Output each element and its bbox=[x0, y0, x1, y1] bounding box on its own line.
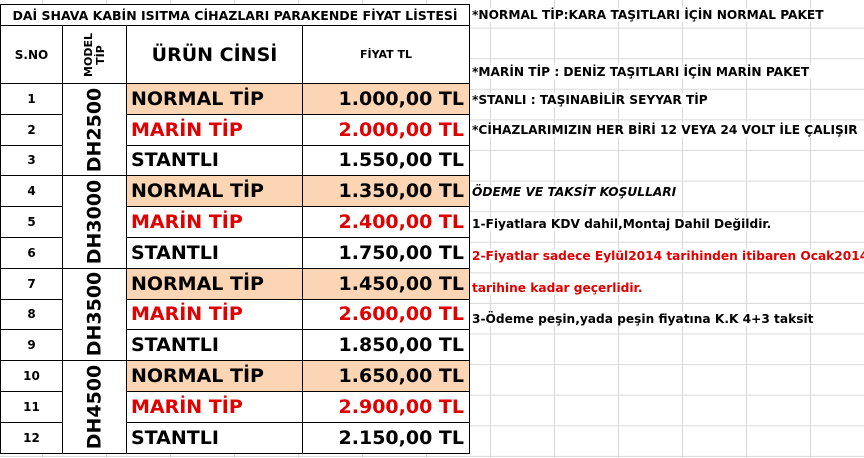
note-line[interactable]: *STANLI : TAŞINABİLİR SEYYAR TİP bbox=[470, 93, 710, 107]
row-price[interactable]: 1.650,00 TL bbox=[302, 360, 470, 392]
model-cell[interactable]: DH2500 bbox=[62, 83, 127, 177]
model-label: DH3500 bbox=[83, 272, 106, 357]
row-sno[interactable]: 1 bbox=[0, 83, 63, 115]
row-product[interactable]: STANTLI bbox=[126, 421, 303, 454]
note-line[interactable]: ÖDEME VE TAKSİT KOŞULLARI bbox=[470, 185, 679, 199]
row-sno[interactable]: 2 bbox=[0, 113, 63, 146]
row-sno[interactable]: 5 bbox=[0, 206, 63, 238]
row-product[interactable]: NORMAL TİP bbox=[126, 360, 303, 392]
row-price[interactable]: 2.150,00 TL bbox=[302, 421, 470, 454]
model-label: DH2500 bbox=[83, 87, 106, 172]
header-model-line2: TİP bbox=[93, 44, 107, 65]
row-product[interactable]: STANTLI bbox=[126, 329, 303, 362]
row-product[interactable]: MARİN TİP bbox=[126, 206, 303, 238]
row-price[interactable]: 1.550,00 TL bbox=[302, 144, 470, 177]
sheet-title[interactable]: DAİ SHAVA KABİN ISITMA CİHAZLARI PARAKEN… bbox=[0, 4, 470, 26]
row-sno[interactable]: 8 bbox=[0, 298, 63, 331]
row-product[interactable]: NORMAL TİP bbox=[126, 83, 303, 115]
row-price[interactable]: 2.000,00 TL bbox=[302, 113, 470, 146]
note-line[interactable]: 3-Ödeme peşin,yada peşin fiyatına K.K 4+… bbox=[470, 312, 816, 326]
note-line[interactable]: 1-Fiyatlara KDV dahil,Montaj Dahil Değil… bbox=[470, 217, 774, 231]
row-price[interactable]: 2.900,00 TL bbox=[302, 391, 470, 423]
note-line[interactable]: *NORMAL TİP:KARA TAŞITLARI İÇİN NORMAL P… bbox=[470, 8, 826, 22]
header-product[interactable]: ÜRÜN CİNSİ bbox=[126, 25, 303, 84]
note-line[interactable]: 2-Fiyatlar sadece Eylül2014 tarihinden i… bbox=[470, 249, 864, 263]
row-sno[interactable]: 9 bbox=[0, 329, 63, 362]
row-product[interactable]: STANTLI bbox=[126, 144, 303, 177]
header-model-text: MODEL TİP bbox=[81, 32, 107, 77]
header-sno[interactable]: S.NO bbox=[0, 25, 63, 84]
model-label: DH4500 bbox=[83, 364, 106, 450]
row-product[interactable]: NORMAL TİP bbox=[126, 175, 303, 208]
model-cell[interactable]: DH3000 bbox=[62, 175, 127, 269]
header-model-line1: MODEL bbox=[81, 32, 95, 77]
row-sno[interactable]: 4 bbox=[0, 175, 63, 208]
header-price[interactable]: FİYAT TL bbox=[302, 25, 470, 84]
row-price[interactable]: 1.350,00 TL bbox=[302, 175, 470, 208]
row-sno[interactable]: 12 bbox=[0, 421, 63, 454]
model-label: DH3000 bbox=[83, 179, 106, 265]
row-product[interactable]: MARİN TİP bbox=[126, 391, 303, 423]
row-product[interactable]: STANTLI bbox=[126, 237, 303, 269]
note-line[interactable]: *MARİN TİP : DENİZ TAŞITLARI İÇİN MARİN … bbox=[470, 65, 812, 79]
row-price[interactable]: 1.000,00 TL bbox=[302, 83, 470, 115]
row-price[interactable]: 2.600,00 TL bbox=[302, 298, 470, 331]
model-cell[interactable]: DH4500 bbox=[62, 360, 127, 454]
row-sno[interactable]: 6 bbox=[0, 237, 63, 269]
row-sno[interactable]: 3 bbox=[0, 144, 63, 177]
note-line[interactable]: *CİHAZLARIMIZIN HER BİRİ 12 VEYA 24 VOLT… bbox=[470, 123, 860, 137]
note-line[interactable]: tarihine kadar geçerlidir. bbox=[470, 281, 645, 295]
row-price[interactable]: 1.850,00 TL bbox=[302, 329, 470, 362]
model-cell[interactable]: DH3500 bbox=[62, 267, 127, 362]
row-product[interactable]: MARİN TİP bbox=[126, 298, 303, 331]
row-product[interactable]: MARİN TİP bbox=[126, 113, 303, 146]
row-price[interactable]: 1.450,00 TL bbox=[302, 267, 470, 300]
row-sno[interactable]: 10 bbox=[0, 360, 63, 392]
row-sno[interactable]: 11 bbox=[0, 391, 63, 423]
header-model[interactable]: MODEL TİP bbox=[62, 25, 127, 84]
row-price[interactable]: 2.400,00 TL bbox=[302, 206, 470, 238]
row-product[interactable]: NORMAL TİP bbox=[126, 267, 303, 300]
row-sno[interactable]: 7 bbox=[0, 267, 63, 300]
row-price[interactable]: 1.750,00 TL bbox=[302, 237, 470, 269]
